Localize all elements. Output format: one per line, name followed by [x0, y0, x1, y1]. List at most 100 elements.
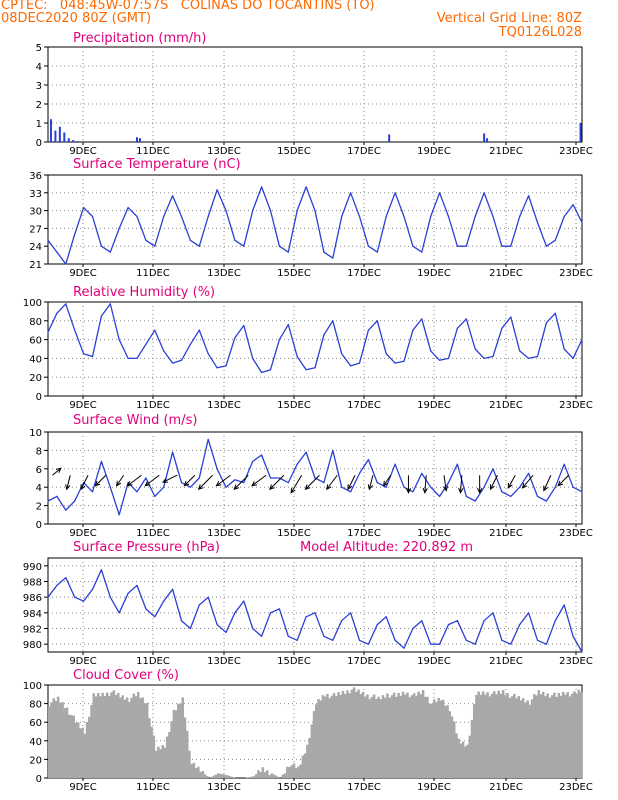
cloud-bar	[519, 700, 523, 778]
cloud-bar	[83, 733, 87, 778]
pres-point	[501, 639, 503, 641]
wind-xtick-label: 15DEC	[277, 528, 311, 539]
wind-point	[109, 486, 111, 488]
wind-vector-head	[458, 487, 464, 494]
cloud-bar	[566, 692, 569, 778]
precip-frame	[47, 46, 583, 143]
rh-xtick-label: 23DEC	[559, 400, 593, 411]
cloud-bar	[96, 692, 100, 778]
wind-point	[350, 491, 352, 493]
wind-vector-head	[94, 480, 101, 487]
precip-ytick-label: 4	[36, 62, 42, 73]
precip-ytick-label: 2	[36, 100, 42, 111]
cloud-bar	[205, 776, 209, 778]
rh-point	[492, 355, 494, 358]
cloud-bar	[432, 699, 436, 778]
cloud-bar	[557, 692, 561, 778]
rh-point	[332, 320, 334, 322]
cloud-bar	[497, 690, 500, 778]
cloud-bar	[350, 689, 354, 778]
temp-point	[163, 215, 165, 218]
cloud-bar	[81, 727, 84, 778]
wind-vector	[198, 474, 214, 490]
precip-ytick-label: 0	[36, 138, 42, 149]
precip-xtick-label: 19DEC	[417, 146, 451, 157]
rh-ytick-label: 20	[29, 373, 42, 384]
wind-point	[501, 491, 503, 493]
temp-point	[474, 215, 476, 218]
cloud-bar	[152, 735, 156, 778]
cloud-bar	[457, 738, 460, 778]
wind-point	[545, 500, 548, 502]
cloud-bar	[535, 695, 538, 778]
cloud-bar	[343, 693, 347, 778]
wind-point	[163, 486, 165, 488]
wind-point	[341, 486, 343, 488]
wind-vector	[52, 467, 62, 476]
rh-frame	[47, 301, 583, 397]
pres-point	[412, 627, 414, 630]
temp-xtick-label: 23DEC	[559, 268, 593, 279]
pres-point	[287, 635, 289, 637]
precip-bar	[63, 132, 66, 142]
cloud-bar	[250, 776, 253, 778]
wind-vector-head	[65, 484, 71, 491]
cloud-bar	[161, 745, 164, 778]
cloud-bar	[468, 735, 472, 778]
wind-point	[323, 482, 325, 484]
wind-point	[519, 486, 521, 488]
wind-vector-head	[269, 484, 275, 491]
wind-point	[447, 482, 450, 484]
wind-xtick-label: 19DEC	[417, 528, 451, 539]
cloud-bar	[508, 697, 512, 778]
temp-point	[376, 251, 378, 253]
temp-point	[305, 186, 307, 188]
pres-point	[109, 596, 111, 598]
wind-vector	[383, 474, 392, 487]
pres-point	[216, 623, 218, 626]
temp-point	[465, 245, 467, 247]
rh-point	[91, 355, 94, 358]
cloud-bar	[188, 750, 191, 778]
cloud-bar	[341, 690, 345, 778]
wind-vector-head	[126, 481, 133, 487]
rh-point	[252, 357, 254, 359]
rh-point	[341, 353, 343, 355]
cloud-bar	[72, 715, 75, 778]
rh-point	[483, 357, 485, 359]
cloud-ytick-label: 60	[29, 718, 42, 729]
cloud-bar	[377, 696, 380, 778]
temp-point	[296, 210, 298, 212]
temp-point	[421, 251, 423, 253]
pres-point	[474, 643, 476, 645]
cloud-bar	[281, 774, 285, 778]
cloud-bar	[88, 716, 91, 778]
wind-point	[332, 449, 334, 451]
cloud-bar	[452, 721, 456, 778]
cloud-bar	[105, 692, 109, 778]
pres-xtick-label: 11DEC	[136, 656, 170, 667]
temp-point	[510, 245, 512, 247]
precip-xtick-label: 13DEC	[207, 146, 241, 157]
precip-bar	[136, 137, 138, 142]
wind-point	[136, 491, 138, 493]
temp-xtick-label: 9DEC	[69, 268, 96, 279]
temp-point	[252, 210, 254, 212]
cloud-bar	[76, 722, 80, 778]
precip-bar	[72, 140, 75, 142]
wind-point	[385, 486, 387, 488]
temp-series-line	[47, 186, 583, 265]
temp-point	[154, 245, 156, 247]
cloud-bar	[339, 694, 342, 778]
rh-point	[118, 339, 120, 341]
temp-point	[234, 239, 236, 241]
rh-xtick-label: 15DEC	[277, 400, 311, 411]
wind-point	[269, 477, 272, 479]
rh-point	[261, 371, 263, 374]
rh-point	[305, 369, 307, 371]
rh-point	[154, 329, 156, 331]
cloud-bar	[550, 695, 554, 778]
wind-xtick-label: 21DEC	[489, 528, 523, 539]
rh-point	[430, 350, 432, 352]
